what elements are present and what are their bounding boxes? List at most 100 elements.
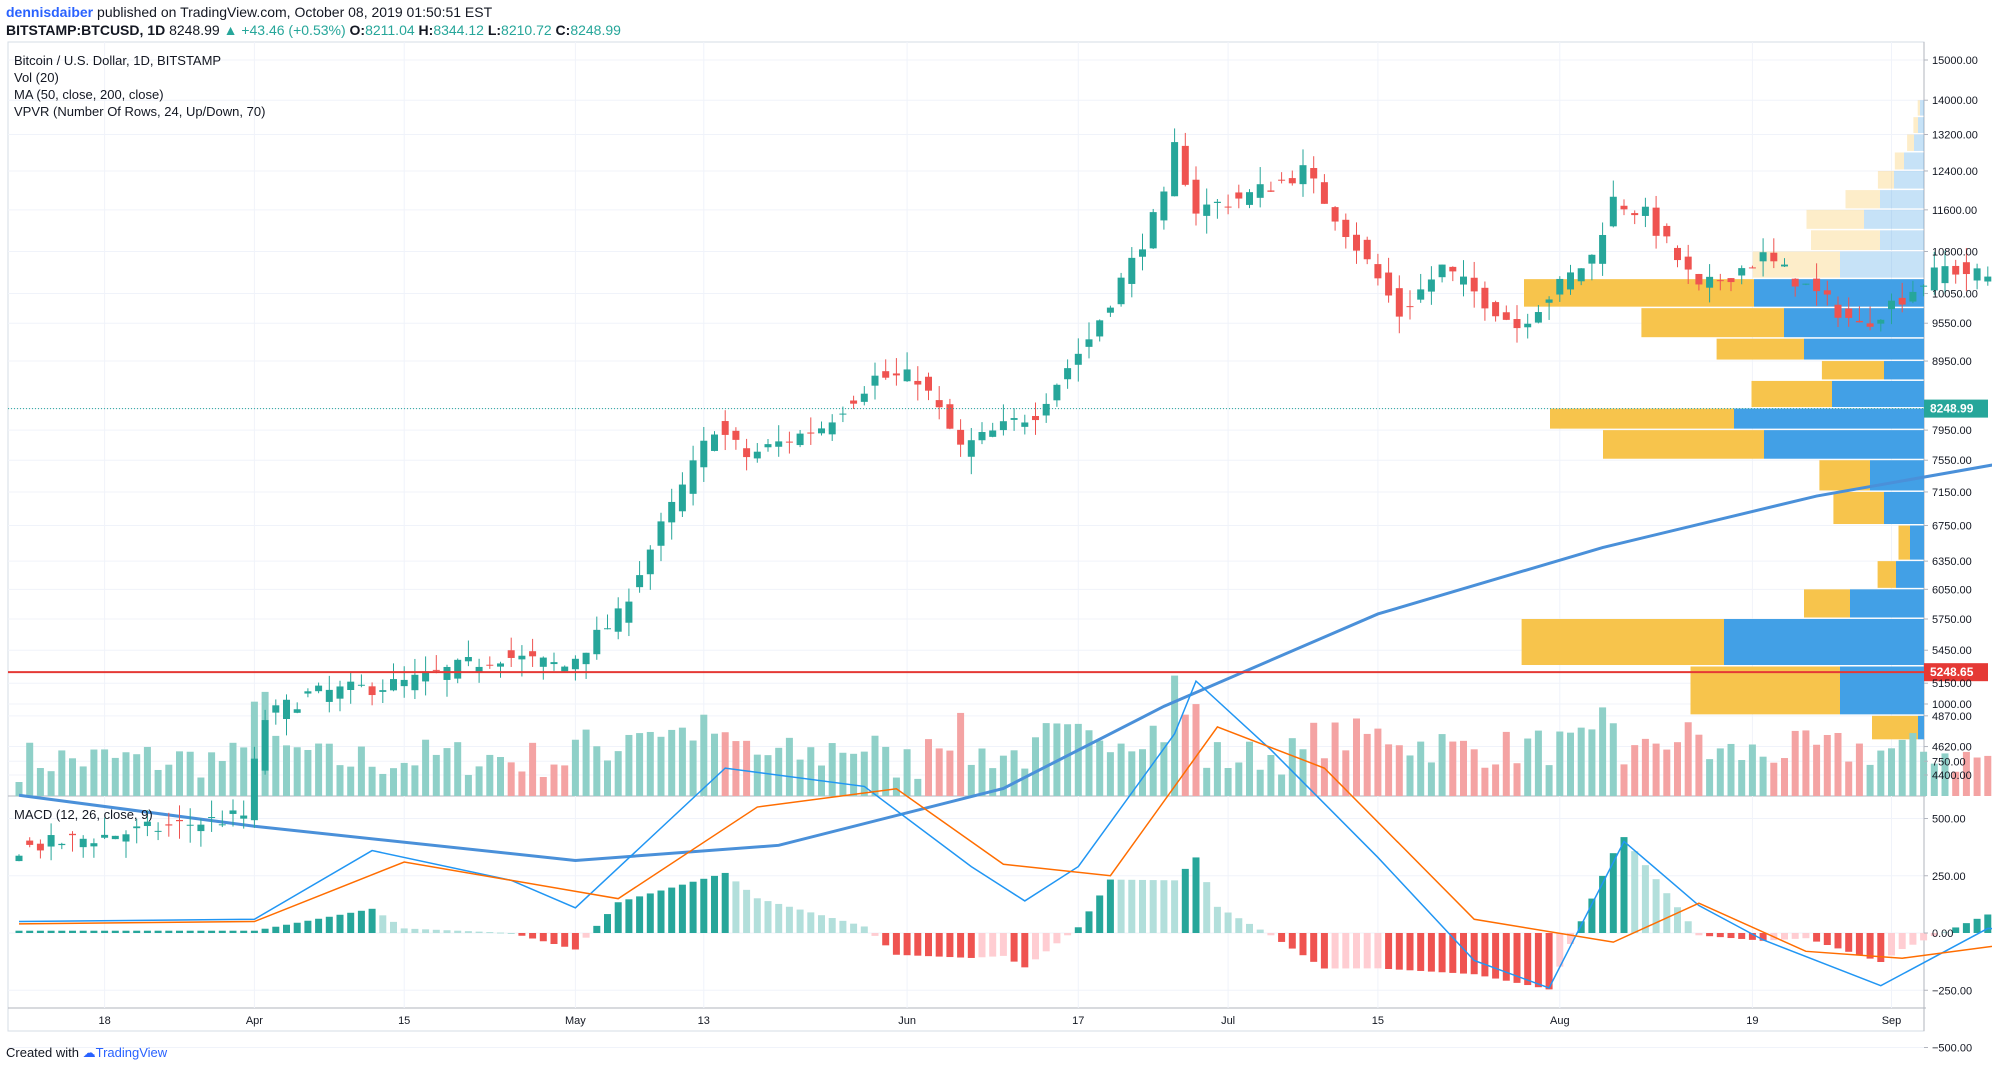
vpvr-down-bar	[1864, 209, 1924, 229]
macd-histogram-bar	[700, 878, 708, 933]
candle-body	[186, 824, 194, 826]
macd-histogram-bar	[711, 875, 718, 933]
legend-volume[interactable]: Vol (20)	[14, 70, 59, 85]
time-tick-label: 13	[698, 1015, 710, 1027]
macd-histogram-bar	[593, 925, 601, 933]
candle-body	[422, 671, 430, 682]
macd-histogram-bar	[186, 930, 194, 933]
tradingview-brand: TradingView	[95, 1045, 168, 1060]
macd-histogram-bar	[785, 906, 793, 933]
macd-histogram-bar	[1460, 933, 1467, 974]
vpvr-down-bar	[1840, 251, 1924, 278]
volume-bar	[15, 781, 23, 796]
candle-body	[753, 451, 761, 459]
volume-bar	[625, 734, 633, 796]
candle-body	[1706, 276, 1714, 288]
volume-bar	[47, 771, 55, 796]
candle-body	[165, 824, 173, 826]
vpvr-up-bar	[1811, 230, 1880, 251]
volume-bar	[507, 762, 515, 796]
macd-histogram-bar	[539, 933, 547, 942]
volume-bar	[154, 769, 162, 796]
legend-macd[interactable]: MACD (12, 26, close, 9)	[14, 807, 153, 822]
candle-body	[229, 810, 237, 814]
candle-body	[828, 422, 836, 435]
macd-histogram-bar	[614, 902, 622, 933]
volume-bar	[999, 755, 1007, 796]
legend-ma[interactable]: MA (50, close, 200, close)	[14, 87, 164, 102]
candle-body	[1385, 272, 1393, 296]
volume-bar	[1128, 751, 1136, 796]
candle-body	[1310, 168, 1318, 179]
candle-body	[79, 838, 87, 848]
candle-body	[978, 432, 986, 441]
macd-histogram-bar	[1353, 933, 1360, 969]
candle-body	[1235, 192, 1243, 199]
macd-tick-label: 750.00	[1932, 756, 1966, 768]
volume-bar	[1791, 730, 1799, 796]
macd-histogram-bar	[283, 924, 290, 933]
candle-body	[1406, 306, 1414, 308]
vpvr-up-bar	[1872, 715, 1918, 740]
volume-bar	[1502, 731, 1510, 796]
vpvr-up-bar	[1751, 380, 1832, 408]
candle-body	[1449, 266, 1457, 272]
candle-body	[1470, 277, 1478, 292]
candle-body	[1085, 339, 1093, 347]
author-link[interactable]: dennisdaiber	[6, 4, 94, 20]
macd-histogram-bar	[1727, 933, 1735, 939]
volume-bar	[1781, 758, 1788, 796]
macd-histogram-bar	[1128, 879, 1136, 933]
volume-bar	[550, 764, 558, 796]
volume-bar	[657, 736, 665, 796]
macd-histogram-bar	[807, 912, 815, 933]
vpvr-down-bar	[1910, 525, 1924, 560]
vpvr-down-bar	[1724, 618, 1924, 666]
macd-histogram-bar	[1149, 880, 1157, 933]
candle-body	[1139, 249, 1146, 257]
volume-bar	[336, 765, 344, 796]
volume-bar	[1481, 767, 1489, 796]
candle-body	[325, 689, 333, 702]
volume-bar	[1866, 764, 1874, 796]
volume-bar	[1888, 748, 1895, 796]
macd-histogram-bar	[1224, 912, 1232, 933]
macd-histogram-bar	[154, 930, 162, 933]
volume-bar	[69, 758, 76, 796]
candle-body	[914, 380, 922, 385]
volume-bar	[325, 743, 333, 796]
price-tick-label: 5150.00	[1932, 678, 1972, 690]
candle-body	[1021, 422, 1029, 427]
candle-body	[475, 666, 483, 673]
candle-body	[1246, 192, 1253, 205]
macd-histogram-bar	[347, 912, 355, 933]
candle-body	[636, 575, 644, 588]
vpvr-down-bar	[1764, 430, 1924, 459]
vpvr-down-bar	[1904, 152, 1924, 170]
legend-vpvr[interactable]: VPVR (Number Of Rows, 24, Up/Down, 70)	[14, 104, 266, 119]
legend-title[interactable]: Bitcoin / U.S. Dollar, 1D, BITSTAMP	[14, 53, 222, 68]
macd-histogram-bar	[90, 930, 98, 933]
volume-bar	[1727, 743, 1735, 796]
candle-body	[368, 686, 376, 696]
volume-bar	[26, 742, 34, 796]
macd-histogram-bar	[432, 929, 440, 933]
tradingview-logo[interactable]: ☁TradingView	[83, 1045, 168, 1060]
volume-bar	[443, 748, 451, 796]
candle-body	[1620, 205, 1628, 210]
volume-bar	[732, 741, 740, 796]
vpvr-down-bar	[1734, 408, 1924, 429]
volume-bar	[1845, 761, 1853, 796]
macd-histogram-bar	[604, 914, 611, 933]
macd-histogram-bar	[935, 933, 943, 957]
candle-body	[903, 369, 911, 382]
macd-histogram-bar	[507, 933, 515, 934]
volume-bar	[304, 749, 312, 796]
support-price-badge-text: 5248.65	[1930, 665, 1974, 679]
vpvr-down-bar	[1840, 666, 1924, 715]
macd-histogram-bar	[882, 933, 890, 946]
candle-body	[1320, 182, 1328, 204]
volume-bar	[1256, 769, 1264, 796]
candle-body	[1395, 288, 1403, 317]
